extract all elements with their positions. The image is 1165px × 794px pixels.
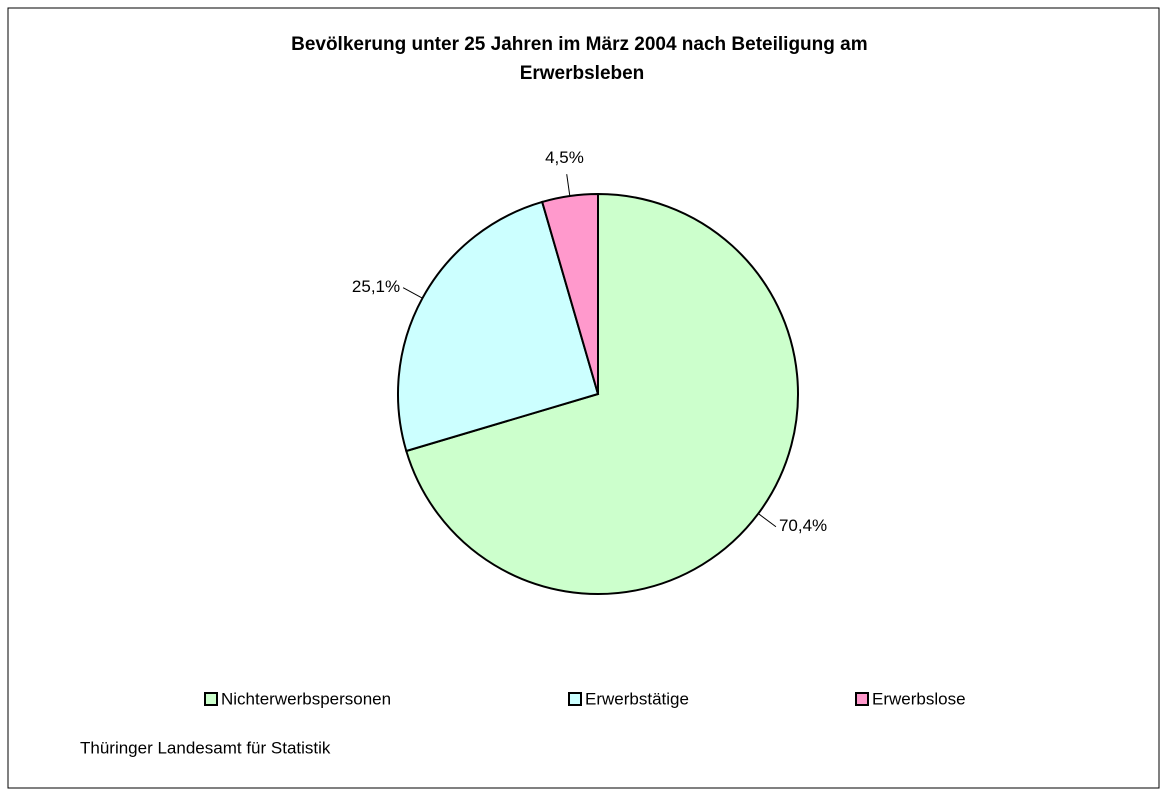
legend-label: Nichterwerbspersonen xyxy=(221,689,391,708)
leader-line xyxy=(566,174,571,197)
pie-slice xyxy=(540,192,599,395)
source-note: Thüringer Landesamt für Statistik xyxy=(80,738,331,757)
data-label: 70,4% xyxy=(779,516,827,535)
chart-title-line: Bevölkerung unter 25 Jahren im März 2004… xyxy=(291,34,868,55)
legend-swatch xyxy=(568,692,582,706)
leader-line xyxy=(758,513,777,528)
leader-line xyxy=(402,287,423,299)
chart-title-line: Erwerbsleben xyxy=(520,63,645,84)
legend-label: Erwerbslose xyxy=(872,689,966,708)
data-label: 25,1% xyxy=(352,277,400,296)
pie-slice xyxy=(397,200,600,453)
legend-label: Erwerbstätige xyxy=(585,689,689,708)
legend-swatch xyxy=(855,692,869,706)
chart-title: Bevölkerung unter 25 Jahren im März 2004… xyxy=(291,34,873,84)
legend-swatch xyxy=(204,692,218,706)
data-label: 4,5% xyxy=(545,148,584,167)
